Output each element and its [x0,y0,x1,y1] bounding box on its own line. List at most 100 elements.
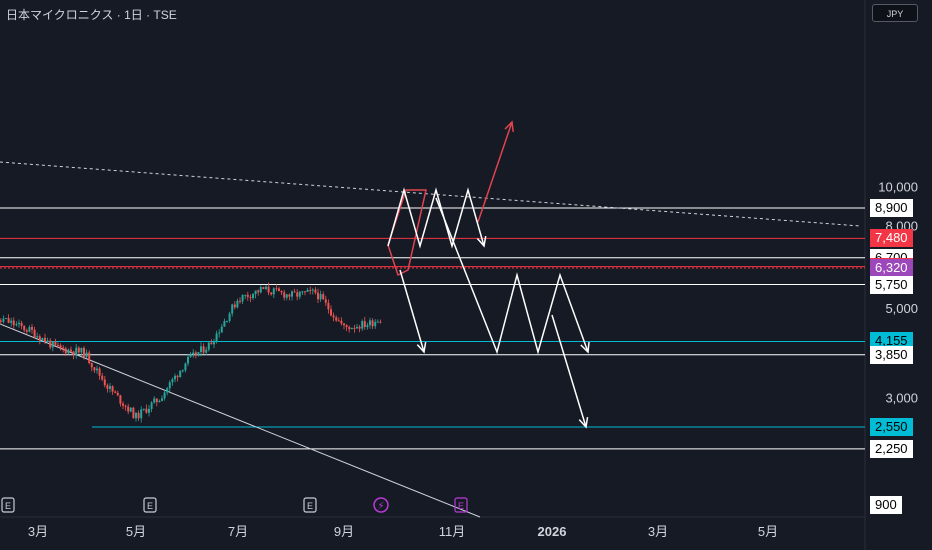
candle-body [327,302,330,310]
candle-body [106,385,109,389]
candle-body [101,375,104,380]
candle-body [18,322,20,325]
candle-body [179,370,182,378]
candle-body [262,287,265,290]
candle-body [317,292,319,300]
time-axis-tick: 7月 [228,524,248,539]
time-axis-tick: 5月 [126,524,146,539]
candle-body [88,352,91,364]
candle-body [306,289,309,292]
candle-body [283,292,286,298]
candle-body [226,320,228,322]
candle-body [49,340,52,348]
candle-body [233,304,236,308]
candle-body [41,337,44,341]
candle-body [340,320,343,324]
candle-body [231,304,234,314]
candle-body [293,291,296,293]
candle-body [280,291,283,293]
candle-body [218,332,221,334]
arrow-head [476,236,487,248]
chart-title: 日本マイクロニクス · 1日 · TSE [6,8,177,22]
candle-body [46,340,49,343]
candle-body [350,327,353,330]
candle-body [213,342,215,345]
candle-body [335,317,338,321]
candle-body [31,327,33,330]
candle-body [38,336,41,341]
time-axis-tick: 5月 [758,524,778,539]
candle-body [296,292,299,297]
candle-body [363,321,366,328]
candle-body [311,289,314,291]
time-axis-tick: 11月 [439,524,466,539]
arrow-head [416,342,427,354]
candle-body [285,294,288,298]
candle-body [135,412,137,419]
time-axis-tick: 3月 [28,524,48,539]
candle-body [337,320,340,322]
candle-body [257,290,260,293]
earnings-event-glyph: E [458,501,464,511]
candle-body [189,354,192,357]
candle-body [267,286,270,293]
candle-body [137,412,140,419]
candle-body [119,395,122,404]
candle-body [77,347,80,353]
time-axis-tick: 9月 [334,524,354,539]
candle-body [361,321,364,329]
candle-body [174,375,176,380]
candle-body [324,299,327,303]
candle-body [116,392,119,396]
candle-body [155,398,158,403]
candle-body [374,321,377,327]
candle-body [332,315,335,318]
candle-body [192,352,195,355]
candle-body [127,406,130,412]
candle-body [85,352,88,357]
candle-body [376,321,379,323]
candle-body [96,368,98,371]
candle-body [171,379,174,383]
earnings-event-glyph: E [5,501,11,511]
candle-body [93,367,96,371]
candle-body [109,386,111,389]
drop-arrow-1 [399,269,425,353]
price-level-label: 5,750 [870,275,913,294]
currency-selector[interactable]: JPY [872,4,918,22]
candle-body [10,320,13,323]
candle-body [36,336,39,338]
candle-body [51,341,54,348]
candle-body [64,348,67,354]
candle-body [252,294,254,299]
candle-body [298,291,301,297]
candle-body [90,363,93,368]
dividend-event-glyph: ⚡ [377,501,384,512]
candle-body [379,321,382,323]
candle-body [5,318,7,320]
candle-body [142,408,145,410]
candle-body [322,294,325,300]
price-level-label: 6,320 [870,258,913,277]
candle-body [319,294,322,300]
dashed-trendline [0,161,861,227]
candle-body [72,351,75,355]
candle-body [132,407,135,419]
arrow-head [578,417,589,429]
candle-body [23,326,26,331]
earnings-event-icon [454,497,468,513]
candle-body [343,323,345,326]
candle-body [20,322,23,327]
candle-body [371,320,374,327]
candle-body [168,382,171,389]
candle-body [353,327,356,329]
candle-body [345,325,348,327]
candle-body [33,329,36,338]
candle-body [330,309,332,316]
price-axis-tick: 3,000 [885,391,918,406]
candle-body [59,345,62,348]
candle-body [265,286,267,290]
candle-body [369,320,371,326]
candle-body [197,352,200,356]
